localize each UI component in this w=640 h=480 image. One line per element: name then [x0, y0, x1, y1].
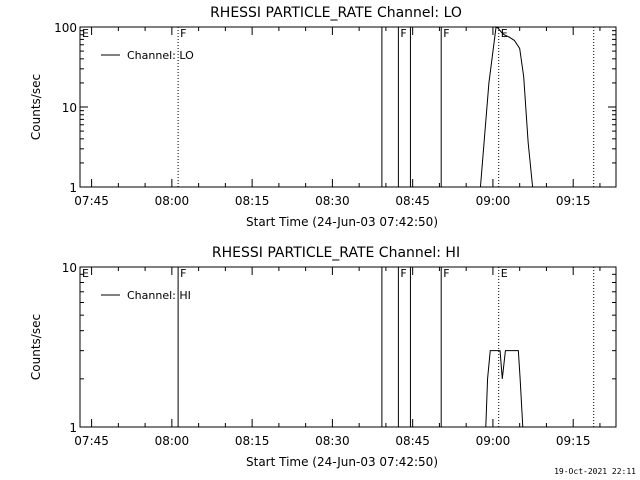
chart1-series-line-1 — [479, 26, 534, 188]
chart1-marker-label: F — [400, 27, 406, 40]
chart1-y-tick-label: 1 — [69, 181, 77, 195]
chart1-title: RHESSI PARTICLE_RATE Channel: LO — [210, 5, 462, 21]
chart1-legend-label: Channel: LO — [127, 49, 194, 62]
chart1-marker-label: F — [443, 27, 449, 40]
chart1-x-tick-label: 09:00 — [476, 194, 511, 208]
chart2-marker-label: E — [501, 267, 508, 280]
chart2-marker-label: F — [443, 267, 449, 280]
chart2-x-tick-label: 08:00 — [155, 434, 190, 448]
chart2-marker-label: F — [400, 267, 406, 280]
chart2-x-tick-label: 08:45 — [395, 434, 430, 448]
chart1-marker-label: F — [180, 27, 186, 40]
chart2-title: RHESSI PARTICLE_RATE Channel: HI — [212, 245, 460, 261]
chart1-marker-label: E — [82, 27, 89, 40]
chart2-x-tick-label: 09:15 — [556, 434, 591, 448]
chart2-y-tick-label: 10 — [62, 261, 77, 275]
chart1-x-tick-label: 08:30 — [315, 194, 350, 208]
chart1-x-tick-label: 08:45 — [395, 194, 430, 208]
chart2-x-tick-label: 08:15 — [235, 434, 270, 448]
chart1-x-tick-label: 08:15 — [235, 194, 270, 208]
chart1-x-tick-label: 08:00 — [155, 194, 190, 208]
chart2-y-axis-label: Counts/sec — [29, 314, 43, 380]
chart1-x-tick-label: 09:15 — [556, 194, 591, 208]
chart2-x-tick-label: 09:00 — [476, 434, 511, 448]
chart2-legend-label: Channel: HI — [127, 289, 191, 302]
chart2-marker-label: F — [180, 267, 186, 280]
chart2-marker-label: E — [82, 267, 89, 280]
chart1-y-tick-label: 100 — [54, 21, 77, 35]
chart2-y-tick-label: 1 — [69, 421, 77, 435]
chart1-y-axis-label: Counts/sec — [29, 74, 43, 140]
chart2-x-tick-label: 07:45 — [74, 434, 109, 448]
chart1-x-tick-label: 07:45 — [74, 194, 109, 208]
chart2-x-tick-label: 08:30 — [315, 434, 350, 448]
chart1-marker-label: E — [501, 27, 508, 40]
chart2-x-axis-label: Start Time (24-Jun-03 07:42:50) — [246, 455, 438, 469]
chart1-x-axis-label: Start Time (24-Jun-03 07:42:50) — [246, 215, 438, 229]
footer-timestamp: 19-Oct-2021 22:11 — [554, 467, 636, 476]
chart1-y-tick-label: 10 — [62, 101, 77, 115]
chart2-series-line-1 — [485, 350, 524, 428]
